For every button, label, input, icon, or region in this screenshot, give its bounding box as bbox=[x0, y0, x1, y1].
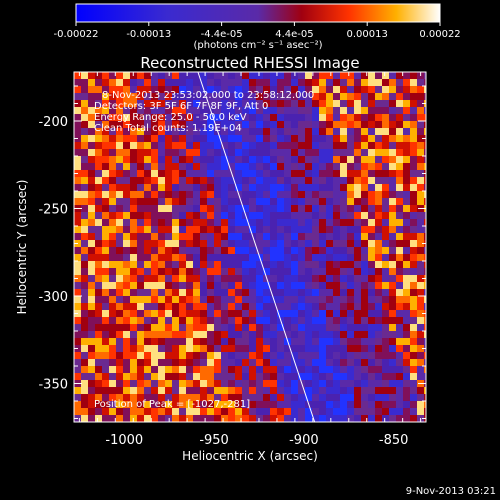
colorbar-tick-label: 4.4e-05 bbox=[275, 29, 313, 40]
colorbar bbox=[75, 3, 441, 23]
annotation-time-range: 8-Nov-2013 23:53:02.000 to 23:58:12.000 bbox=[102, 90, 314, 101]
x-tick-label: -1000 bbox=[105, 433, 143, 448]
colorbar-tick-labels: -0.00022 -0.00013 -4.4e-05 4.4e-05 0.00013 0.… bbox=[54, 29, 461, 40]
y-tick-label: -200 bbox=[38, 115, 68, 130]
heatmap-image bbox=[74, 72, 426, 422]
annotation-energy-range: Energy Range: 25.0 - 50.0 keV bbox=[94, 112, 247, 123]
axis-ticks bbox=[74, 72, 426, 422]
colorbar-tick-label: 0.00022 bbox=[419, 29, 460, 40]
colorbar-tick-label: -4.4e-05 bbox=[201, 29, 243, 40]
y-tick-labels: -200 -250 -300 -350 bbox=[38, 115, 68, 393]
y-tick-label: -350 bbox=[38, 378, 68, 393]
chart-title: Reconstructed RHESSI Image bbox=[140, 54, 359, 72]
solar-limb-line bbox=[197, 72, 316, 422]
annotation-clean-counts: Clean Total counts: 1.19E+04 bbox=[94, 123, 242, 134]
x-axis-label: Heliocentric X (arcsec) bbox=[182, 449, 318, 463]
plot-frame bbox=[73, 71, 427, 423]
colorbar-tick-label: -0.00013 bbox=[126, 29, 171, 40]
colorbar-tick-label: -0.00022 bbox=[54, 29, 99, 40]
x-tick-label: -950 bbox=[199, 433, 229, 448]
x-tick-labels: -1000 -950 -900 -850 bbox=[105, 433, 408, 448]
y-tick-label: -300 bbox=[38, 290, 68, 305]
annotation-peak-position: Position of Peak = [-1027,-281] bbox=[94, 399, 250, 410]
annotation-detectors: Detectors: 3F 5F 6F 7F 8F 9F, Att 0 bbox=[94, 101, 268, 112]
colorbar-tick-label: 0.00013 bbox=[347, 29, 388, 40]
render-timestamp: 9-Nov-2013 03:21 bbox=[406, 486, 496, 497]
colorbar-ticks bbox=[75, 22, 441, 26]
x-tick-label: -900 bbox=[289, 433, 319, 448]
colorbar-unit-label: (photons cm⁻² s⁻¹ asec⁻²) bbox=[193, 40, 322, 51]
y-axis-label: Heliocentric Y (arcsec) bbox=[15, 180, 29, 315]
x-tick-label: -850 bbox=[379, 433, 409, 448]
y-tick-label: -250 bbox=[38, 203, 68, 218]
